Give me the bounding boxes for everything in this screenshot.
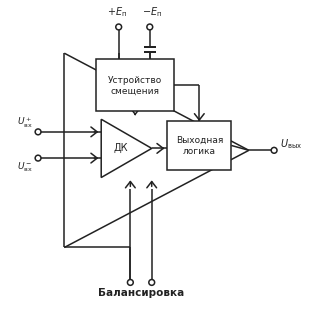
Bar [167, 121, 231, 170]
Text: $U^+_{\rm вх}$: $U^+_{\rm вх}$ [17, 116, 33, 130]
Text: Устройство: Устройство [108, 76, 162, 85]
Bar [96, 59, 174, 111]
Circle shape [149, 279, 155, 285]
Text: логика: логика [183, 147, 216, 156]
Text: $U^-_{\rm вх}$: $U^-_{\rm вх}$ [17, 160, 33, 173]
Circle shape [147, 24, 153, 30]
Text: $-E_{\rm п}$: $-E_{\rm п}$ [142, 6, 162, 19]
Circle shape [128, 279, 133, 285]
Circle shape [35, 155, 41, 161]
Text: Балансировка: Балансировка [98, 288, 184, 298]
Text: $U_{\rm вых}$: $U_{\rm вых}$ [280, 138, 302, 151]
Circle shape [271, 147, 277, 153]
Text: ДК: ДК [114, 143, 128, 154]
Text: смещения: смещения [111, 87, 160, 96]
Text: $+E_{\rm п}$: $+E_{\rm п}$ [107, 6, 127, 19]
Text: Выходная: Выходная [176, 136, 223, 145]
Circle shape [35, 129, 41, 135]
Circle shape [116, 24, 122, 30]
